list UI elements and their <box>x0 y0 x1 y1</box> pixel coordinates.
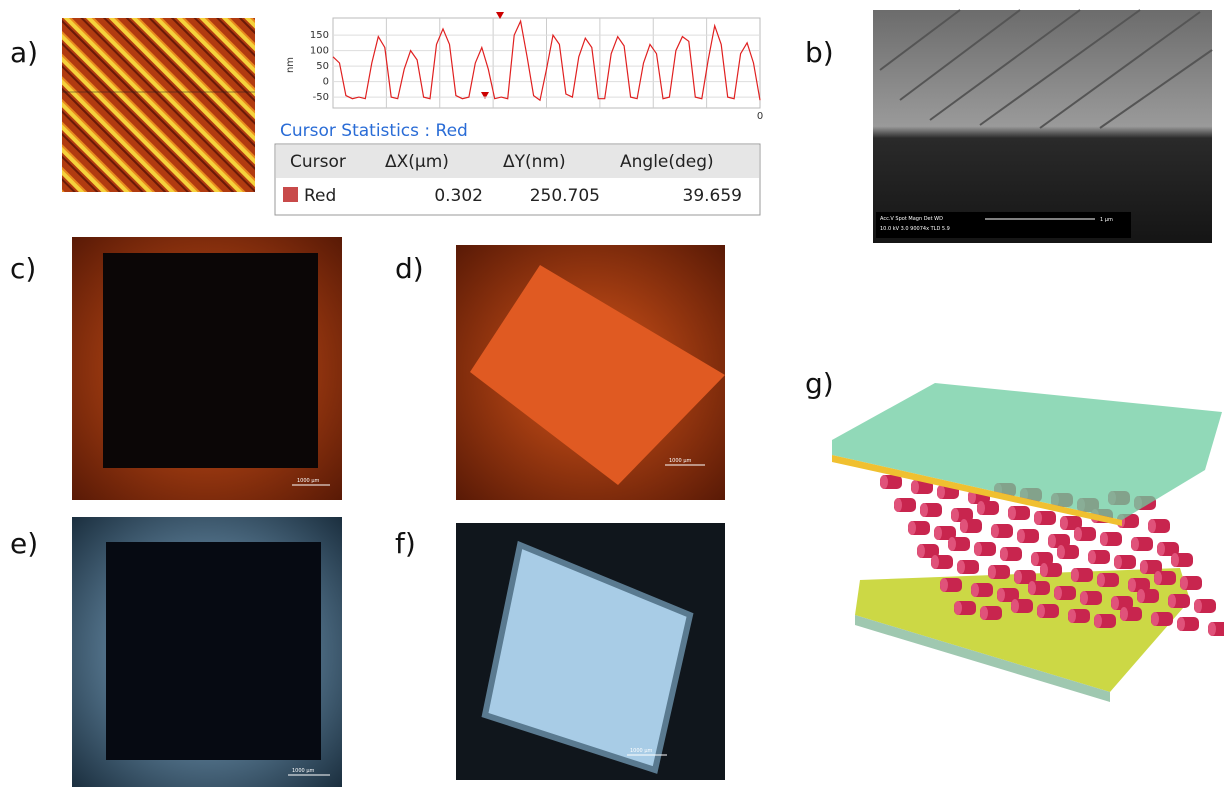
y-tick-label: 50 <box>316 61 329 72</box>
cylinder-end <box>1074 527 1082 541</box>
cylinder-end <box>1008 506 1016 520</box>
cylinder-end <box>1171 553 1179 567</box>
header-cell: Cursor <box>290 152 346 172</box>
cylinder-end <box>911 480 919 494</box>
scale-label: 1000 μm <box>630 748 652 754</box>
cylinder-end <box>1180 576 1188 590</box>
dark-square <box>103 253 318 468</box>
cylinder-end <box>957 560 965 574</box>
panel-label: f) <box>395 527 416 560</box>
cylinder-end <box>931 555 939 569</box>
cylinder-end <box>1100 532 1108 546</box>
cylinder-end <box>1028 581 1036 595</box>
y-tick-label: 150 <box>310 30 329 41</box>
cylinder-end <box>1034 511 1042 525</box>
cylinder-end <box>1017 529 1025 543</box>
row-name: Red <box>304 186 336 206</box>
cylinder-end <box>1157 542 1165 556</box>
cell: 39.659 <box>683 186 742 206</box>
cylinder-end <box>920 503 928 517</box>
sem-info: Acc.V Spot Magn Det WD <box>880 216 943 222</box>
cylinder-end <box>1048 534 1056 548</box>
cylinder-end <box>1120 607 1128 621</box>
cylinder-end <box>997 588 1005 602</box>
header-cell: ΔX(μm) <box>385 152 449 172</box>
cylinder-end <box>1068 609 1076 623</box>
cylinder-end <box>954 601 962 615</box>
cylinder-end <box>960 519 968 533</box>
panel-label: e) <box>10 527 38 560</box>
cylinder-end <box>1097 573 1105 587</box>
profile-plot: nm 0 150 100 50 0 -50 <box>285 12 763 122</box>
panel-label: a) <box>10 36 38 69</box>
header-cell: Angle(deg) <box>620 152 714 172</box>
panel-label: d) <box>395 252 424 285</box>
cylinder-end <box>948 537 956 551</box>
cylinder-end <box>991 524 999 538</box>
cylinder-end <box>1011 599 1019 613</box>
cylinder-end <box>934 526 942 540</box>
afm-image <box>62 18 255 192</box>
cylinder-end <box>977 501 985 515</box>
cylinder-end <box>1114 555 1122 569</box>
scale-label: 1000 μm <box>297 478 319 484</box>
cylinder-end <box>1154 571 1162 585</box>
cell: 0.302 <box>434 186 483 206</box>
cylinder-end <box>1140 560 1148 574</box>
cylinder-end <box>1094 614 1102 628</box>
y-tick-label: -50 <box>313 92 329 103</box>
y-axis-label: nm <box>285 57 296 73</box>
y-tick-label: 0 <box>323 77 329 88</box>
cylinder-end <box>917 544 925 558</box>
cylinder-end <box>1057 545 1065 559</box>
scale-label: 1000 μm <box>292 768 314 774</box>
figure: a) b) c) d) e) f) g) nm 0 150 100 50 0 -50 C… <box>0 0 1224 787</box>
header-cell: ΔY(nm) <box>503 152 566 172</box>
figure-canvas: a) b) c) d) e) f) g) nm 0 150 100 50 0 -50 C… <box>0 0 1224 787</box>
cylinder-end <box>1088 550 1096 564</box>
y-tick-label: 100 <box>310 46 329 57</box>
cylinder-end <box>940 578 948 592</box>
cylinder-end <box>1060 516 1068 530</box>
panel-label: b) <box>805 36 834 69</box>
cylinder-end <box>951 508 959 522</box>
cylinder-end <box>1148 519 1156 533</box>
cylinder-end <box>1031 552 1039 566</box>
cylinder-end <box>894 498 902 512</box>
cylinder-end <box>1128 578 1136 592</box>
cylinder-end <box>880 475 888 489</box>
cylinder-end <box>1208 622 1216 636</box>
cylinder-end <box>908 521 916 535</box>
cylinder-end <box>1040 563 1048 577</box>
cylinder-end <box>1071 568 1079 582</box>
cylinder-end <box>974 542 982 556</box>
cylinder-end <box>1000 547 1008 561</box>
dark-square <box>106 542 321 760</box>
x-axis-end-label: 0 <box>757 111 763 122</box>
cylinder-end <box>1014 570 1022 584</box>
cylinder-end <box>988 565 996 579</box>
panel-label: c) <box>10 252 36 285</box>
cylinder-end <box>1131 537 1139 551</box>
cylinder-end <box>1080 591 1088 605</box>
panel-label: g) <box>805 367 834 400</box>
cylinder-end <box>1194 599 1202 613</box>
cylinder-end <box>980 606 988 620</box>
cylinder-end <box>1168 594 1176 608</box>
cylinder-end <box>1054 586 1062 600</box>
cylinder-end <box>971 583 979 597</box>
cylinder-end <box>1037 604 1045 618</box>
cylinder-end <box>1111 596 1119 610</box>
cylinder-end <box>937 485 945 499</box>
cylinder-end <box>1137 589 1145 603</box>
cylinder-end <box>1177 617 1185 631</box>
stats-title: Cursor Statistics : Red <box>280 121 468 141</box>
sem-info: 10.0 kV 3.0 90074x TLD 5.9 <box>880 226 950 232</box>
cylinder-end <box>1151 612 1159 626</box>
scale-label: 1000 μm <box>669 458 691 464</box>
top-plate-group <box>832 383 1222 526</box>
sem-scale: 1 μm <box>1100 217 1113 223</box>
cell: 250.705 <box>530 186 600 206</box>
color-swatch <box>283 187 298 202</box>
